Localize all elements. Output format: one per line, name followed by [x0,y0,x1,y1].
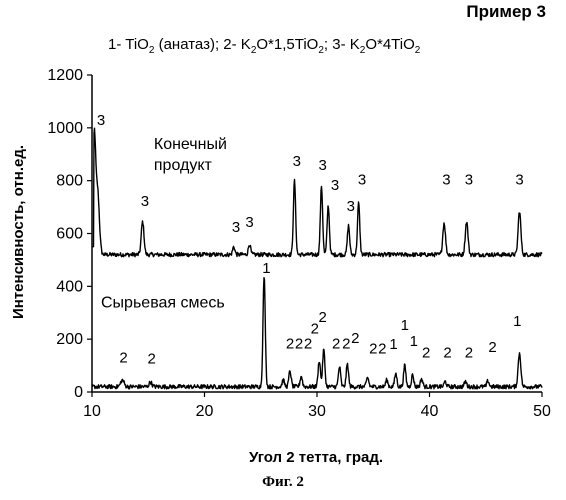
peak-label: 2 [119,349,127,366]
x-tick-label: 30 [308,403,326,420]
peak-label: 2 [147,351,155,368]
x-tick-label: 10 [83,403,101,420]
series-annotation: Конечный [154,136,227,153]
x-tick-label: 50 [533,403,551,420]
series-annotation: продукт [154,157,213,174]
peak-label: 3 [97,112,105,129]
y-axis-title: Интенсивность, отн.ед. [10,145,27,319]
peak-label: 1 [262,260,270,277]
peak-label: 1 [401,317,409,334]
x-tick-label: 20 [196,403,214,420]
y-tick-label: 400 [56,278,83,295]
peak-label: 3 [442,172,450,189]
peak-label: 2 [318,309,326,326]
xrd-chart: 0200400600800100012001020304050 33333333… [0,0,566,470]
peak-label: 2 [488,339,496,356]
peak-label: 2 [443,345,451,362]
peak-label: 3 [358,172,366,189]
peak-label: 1 [389,336,397,353]
peak-label: 2 [295,335,303,352]
peak-label: 2 [342,335,350,352]
peak-label: 1 [513,313,521,330]
peak-label: 3 [331,177,339,194]
y-tick-label: 1000 [47,120,83,137]
y-tick-label: 600 [56,226,83,243]
peak-label: 2 [369,341,377,358]
series-annotation: Сырьевая смесь [101,294,225,311]
y-tick-label: 200 [56,331,83,348]
axes: 0 200 400 600 800 1000 1200 10 20 30 40 50 [47,67,551,420]
peak-label: 3 [515,172,523,189]
peak-label: 3 [245,214,253,231]
peak-label: 2 [304,335,312,352]
x-tick-label: 40 [421,403,439,420]
peak-label: 3 [465,172,473,189]
peak-label: 1 [410,333,418,350]
annotations: Конечный продукт Сырьевая смесь [101,136,227,312]
peak-label: 2 [332,335,340,352]
peak-label: 3 [347,198,355,215]
y-tick-label: 800 [56,173,83,190]
peak-label: 3 [141,193,149,210]
peak-label: 3 [318,157,326,174]
peak-label: 2 [378,341,386,358]
y-tick-label: 1200 [47,67,83,84]
x-axis-title: Угол 2 тетта, град. [249,449,383,466]
peak-label: 3 [293,153,301,170]
figure-caption: Фиг. 2 [0,474,566,491]
y-tick-label: 0 [74,384,83,401]
peak-label: 3 [232,219,240,236]
peak-label: 2 [351,330,359,347]
peak-label: 2 [286,335,294,352]
peak-label: 2 [422,345,430,362]
peak-label: 2 [465,345,473,362]
